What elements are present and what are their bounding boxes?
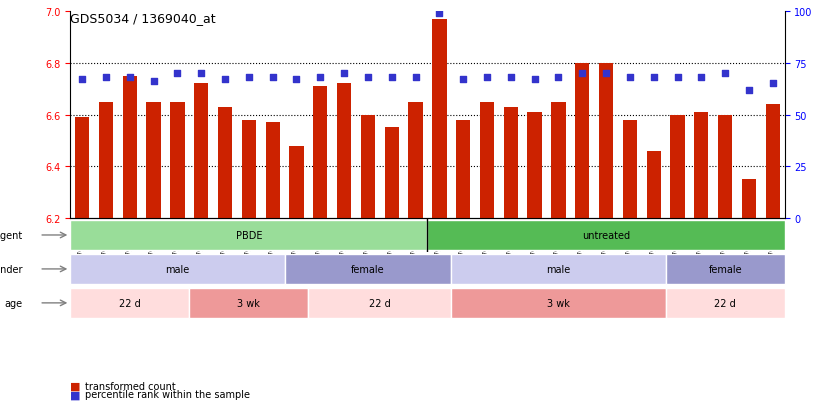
Point <box>600 71 613 77</box>
Bar <box>194 84 208 218</box>
Text: 3 wk: 3 wk <box>237 298 260 308</box>
Point <box>481 75 494 81</box>
Text: gender: gender <box>0 264 22 274</box>
Text: transformed count: transformed count <box>85 381 176 391</box>
Bar <box>456 121 470 218</box>
Bar <box>623 121 637 218</box>
FancyBboxPatch shape <box>308 288 451 318</box>
Bar <box>170 102 184 218</box>
Bar <box>671 115 685 218</box>
Text: 22 d: 22 d <box>119 298 140 308</box>
FancyBboxPatch shape <box>666 254 785 285</box>
Bar <box>504 107 518 218</box>
Text: 22 d: 22 d <box>714 298 736 308</box>
Point <box>719 71 732 77</box>
Bar <box>122 76 137 218</box>
Bar <box>337 84 351 218</box>
FancyBboxPatch shape <box>451 254 666 285</box>
Text: ■: ■ <box>70 389 81 399</box>
Text: PBDE: PBDE <box>235 230 262 240</box>
Bar <box>218 107 232 218</box>
Bar <box>289 146 304 218</box>
Point <box>99 75 112 81</box>
Point <box>767 81 780 88</box>
Point <box>195 71 208 77</box>
Text: female: female <box>709 264 742 274</box>
Bar <box>551 102 566 218</box>
Point <box>123 75 136 81</box>
Point <box>314 75 327 81</box>
Bar <box>718 115 733 218</box>
Text: male: male <box>546 264 571 274</box>
Bar <box>647 152 661 218</box>
Text: GDS5034 / 1369040_at: GDS5034 / 1369040_at <box>70 12 216 25</box>
Point <box>385 75 398 81</box>
Bar <box>75 118 89 218</box>
Point <box>266 75 279 81</box>
Bar <box>575 64 590 218</box>
FancyBboxPatch shape <box>70 254 284 285</box>
Text: percentile rank within the sample: percentile rank within the sample <box>85 389 250 399</box>
Point <box>338 71 351 77</box>
FancyBboxPatch shape <box>70 220 428 251</box>
Point <box>647 75 660 81</box>
Point <box>528 77 541 83</box>
Point <box>433 11 446 17</box>
Point <box>624 75 637 81</box>
Point <box>504 75 517 81</box>
Bar <box>766 105 780 218</box>
Bar <box>599 64 613 218</box>
FancyBboxPatch shape <box>451 288 666 318</box>
Bar <box>432 20 447 218</box>
Point <box>75 77 88 83</box>
Bar <box>361 115 375 218</box>
Bar <box>694 113 709 218</box>
Point <box>409 75 422 81</box>
Point <box>171 71 184 77</box>
Point <box>671 75 684 81</box>
Point <box>552 75 565 81</box>
FancyBboxPatch shape <box>666 288 785 318</box>
Bar <box>242 121 256 218</box>
FancyBboxPatch shape <box>284 254 451 285</box>
FancyBboxPatch shape <box>189 288 308 318</box>
Point <box>695 75 708 81</box>
Point <box>147 79 160 85</box>
Point <box>290 77 303 83</box>
Bar <box>385 128 399 218</box>
Bar <box>408 102 423 218</box>
Bar <box>99 102 113 218</box>
FancyBboxPatch shape <box>428 220 785 251</box>
Bar <box>313 87 327 218</box>
Point <box>361 75 374 81</box>
Text: untreated: untreated <box>582 230 630 240</box>
Point <box>242 75 255 81</box>
Point <box>576 71 589 77</box>
Text: female: female <box>351 264 385 274</box>
Point <box>457 77 470 83</box>
Text: age: age <box>4 298 22 308</box>
FancyBboxPatch shape <box>70 288 189 318</box>
Bar <box>528 113 542 218</box>
Bar <box>480 102 494 218</box>
Bar <box>146 102 161 218</box>
Bar <box>742 180 756 218</box>
Text: agent: agent <box>0 230 22 240</box>
Point <box>218 77 231 83</box>
Text: ■: ■ <box>70 381 81 391</box>
Text: male: male <box>165 264 189 274</box>
Bar <box>265 123 280 218</box>
Point <box>743 87 756 94</box>
Text: 22 d: 22 d <box>369 298 391 308</box>
Text: 3 wk: 3 wk <box>547 298 570 308</box>
